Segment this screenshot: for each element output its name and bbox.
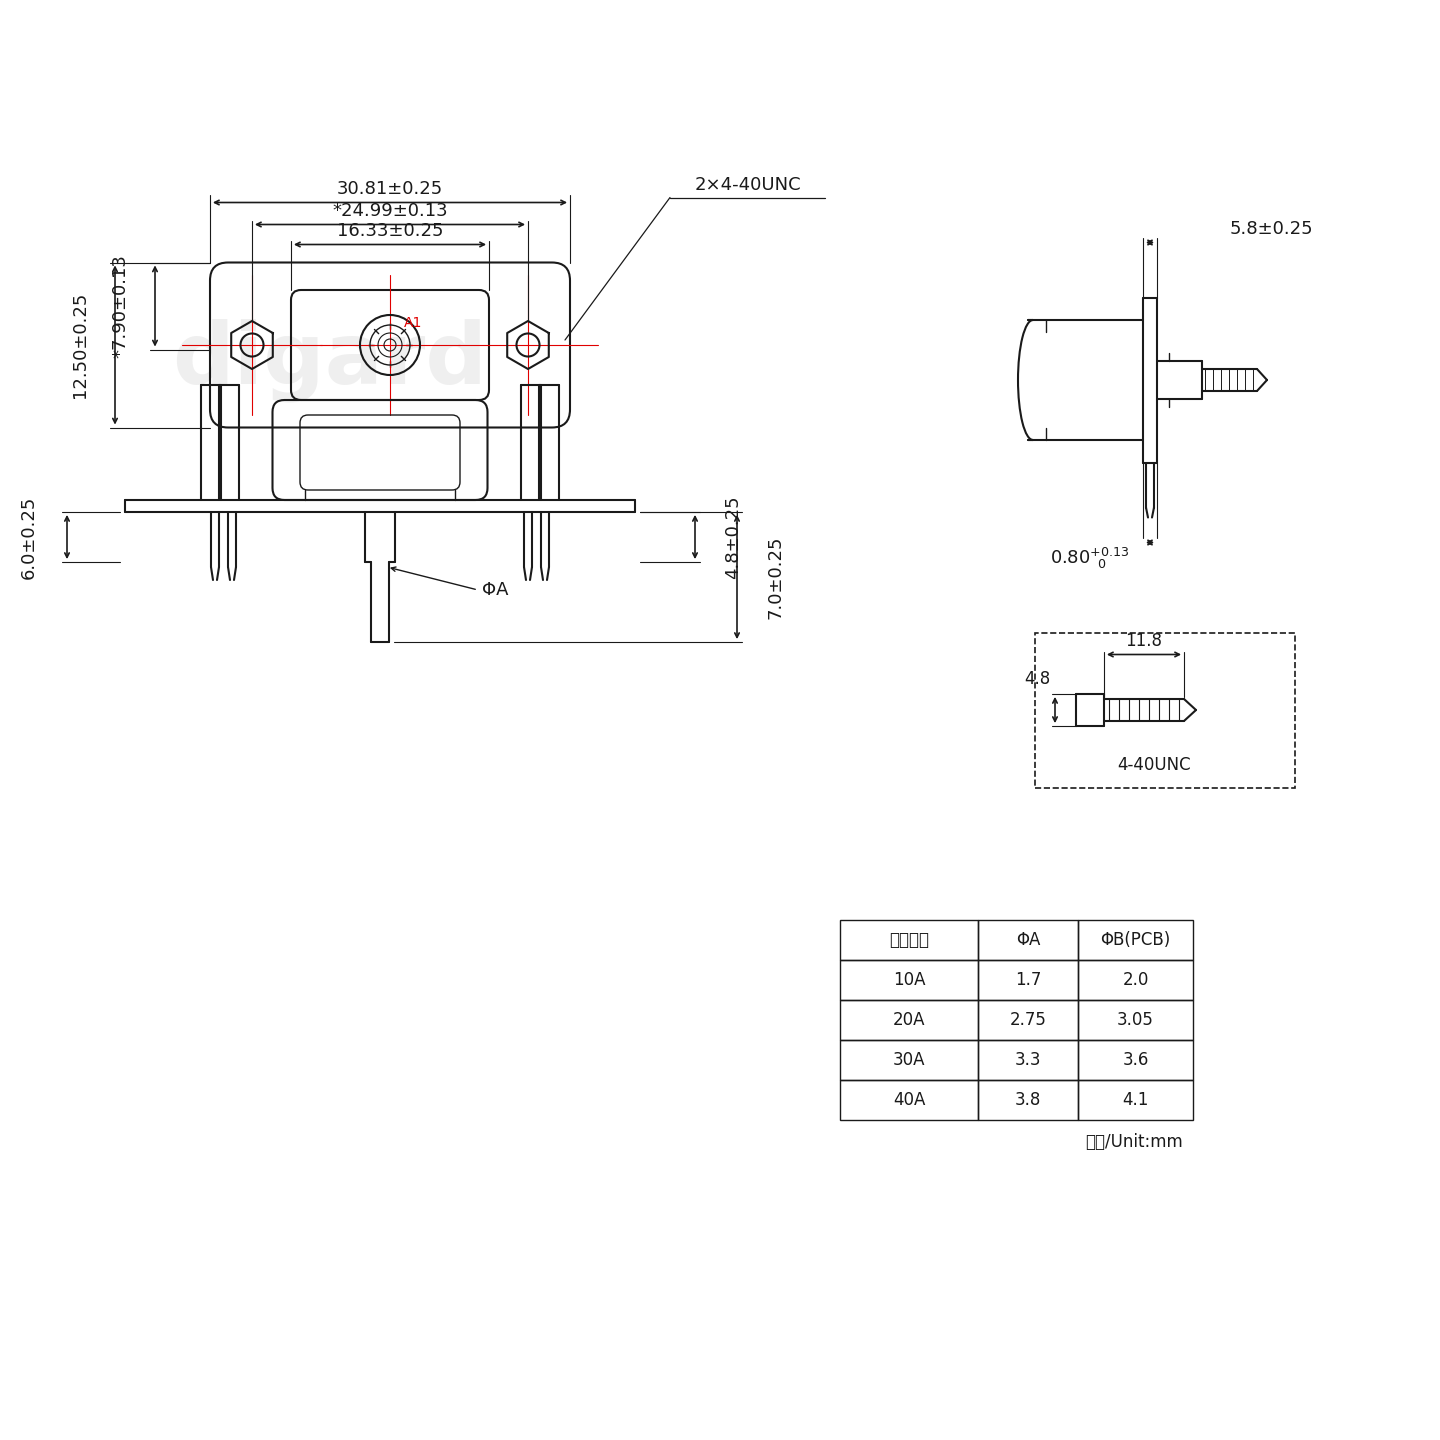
Bar (1079, 999, 1192, 1040)
Bar (978, 1080, 1079, 1120)
Text: 6.0±0.25: 6.0±0.25 (20, 495, 37, 579)
Text: 单位/Unit:mm: 单位/Unit:mm (1086, 1133, 1184, 1151)
Text: 3.6: 3.6 (1122, 1051, 1149, 1068)
Text: 5.8±0.25: 5.8±0.25 (1230, 219, 1313, 238)
Text: 3.3: 3.3 (1015, 1051, 1041, 1068)
Text: 额定电流: 额定电流 (888, 932, 929, 949)
Bar (840, 1080, 978, 1120)
Bar (1079, 920, 1192, 960)
Bar (840, 1040, 978, 1080)
Bar (978, 920, 1079, 960)
Bar (840, 999, 978, 1040)
Text: 2.75: 2.75 (1009, 1011, 1047, 1030)
Bar (1079, 1080, 1192, 1120)
Bar (840, 960, 978, 999)
Text: ΦA: ΦA (1015, 932, 1040, 949)
Bar (1079, 960, 1192, 999)
Text: digard: digard (173, 318, 488, 402)
Text: ΦB(PCB): ΦB(PCB) (1100, 932, 1171, 949)
Text: 4.8±0.25: 4.8±0.25 (724, 495, 742, 579)
Text: 2×4-40UNC: 2×4-40UNC (694, 176, 801, 193)
Text: 20A: 20A (893, 1011, 926, 1030)
Text: 30.81±0.25: 30.81±0.25 (337, 180, 444, 197)
Text: 10A: 10A (893, 971, 926, 989)
Text: 40A: 40A (893, 1092, 924, 1109)
Bar (978, 960, 1079, 999)
Text: A1: A1 (405, 315, 422, 330)
Text: 3.05: 3.05 (1117, 1011, 1153, 1030)
Bar (1035, 632, 1295, 788)
Text: *7.90±0.13: *7.90±0.13 (111, 253, 130, 359)
Text: 30A: 30A (893, 1051, 926, 1068)
Text: 4.1: 4.1 (1122, 1092, 1149, 1109)
Text: 4-40UNC: 4-40UNC (1117, 756, 1191, 775)
Bar (978, 999, 1079, 1040)
Text: 12.50±0.25: 12.50±0.25 (71, 292, 89, 399)
Text: $\mathregular{0.80}^{+0.13}_{\ \ 0}$: $\mathregular{0.80}^{+0.13}_{\ \ 0}$ (1050, 546, 1129, 572)
Text: 4.8: 4.8 (1024, 670, 1050, 688)
Text: 11.8: 11.8 (1126, 632, 1162, 651)
Text: 16.33±0.25: 16.33±0.25 (337, 223, 444, 240)
Bar (978, 1040, 1079, 1080)
Bar (1079, 1040, 1192, 1080)
Text: ΦA: ΦA (482, 580, 508, 599)
Text: 1.7: 1.7 (1015, 971, 1041, 989)
Text: *24.99±0.13: *24.99±0.13 (333, 202, 448, 219)
Text: 2.0: 2.0 (1122, 971, 1149, 989)
Text: 3.8: 3.8 (1015, 1092, 1041, 1109)
Text: 7.0±0.25: 7.0±0.25 (766, 536, 783, 619)
Bar (840, 920, 978, 960)
